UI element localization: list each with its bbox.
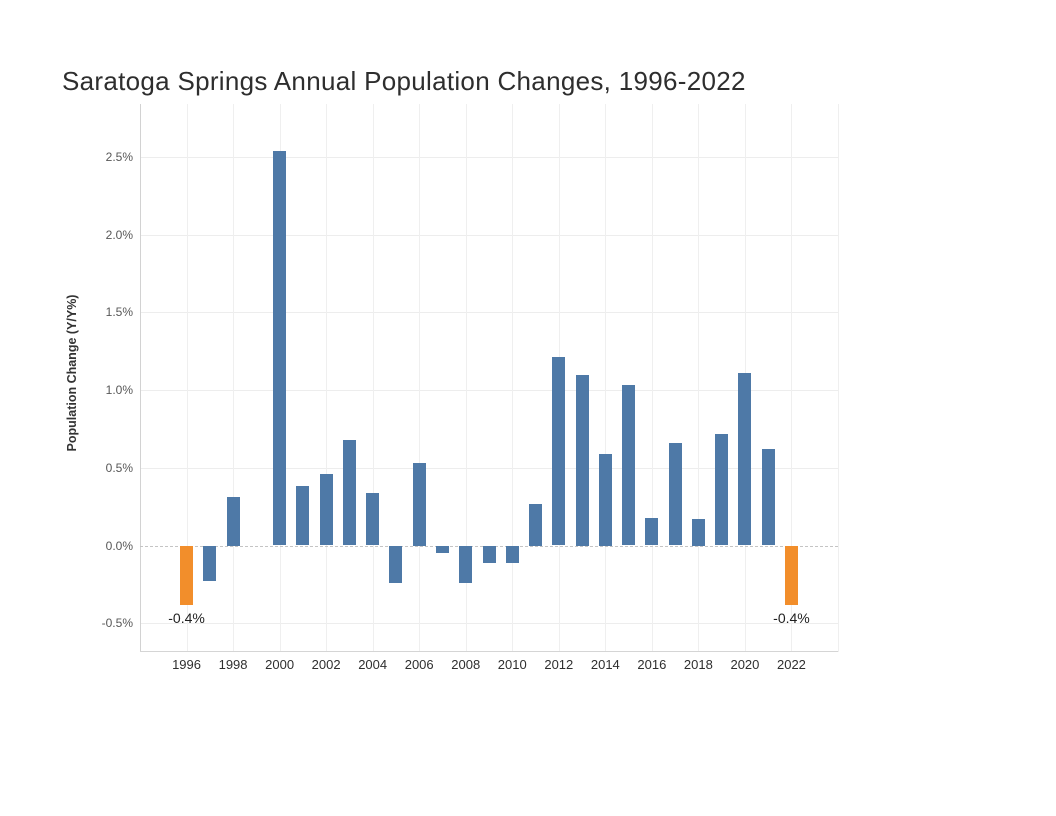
bar-2004[interactable] [366, 492, 380, 546]
gridline-vertical [233, 104, 235, 652]
x-tick-label: 2006 [404, 657, 434, 672]
gridline-vertical [605, 104, 607, 652]
gridline-vertical [326, 104, 328, 652]
bar-2021[interactable] [761, 449, 775, 546]
x-tick-label: 2010 [497, 657, 527, 672]
gridline-horizontal [140, 156, 838, 158]
gridline-vertical [791, 104, 793, 652]
bar-2003[interactable] [342, 439, 356, 546]
x-tick-label: 2016 [637, 657, 667, 672]
gridline-vertical [698, 104, 700, 652]
bar-2015[interactable] [622, 385, 636, 546]
bar-2006[interactable] [412, 463, 426, 546]
bar-2012[interactable] [552, 357, 566, 546]
bar-2018[interactable] [691, 519, 705, 546]
x-tick-label: 2008 [451, 657, 481, 672]
bar-2001[interactable] [296, 486, 310, 546]
bar-2009[interactable] [482, 545, 496, 563]
gridline-vertical [838, 104, 839, 652]
x-tick-label: 1996 [172, 657, 201, 672]
chart-title: Saratoga Springs Annual Population Chang… [62, 66, 746, 96]
bar-label-2022: -0.4% [773, 609, 810, 626]
x-tick-label: 2004 [358, 657, 388, 672]
x-axis-line [140, 651, 838, 652]
plot-area: -0.4% -0.4% [140, 104, 839, 652]
gridline-vertical [372, 104, 374, 652]
y-tick-label: -0.5% [101, 616, 133, 631]
bar-2017[interactable] [668, 442, 682, 546]
bar-1996[interactable] [180, 545, 194, 605]
gridline-vertical [419, 104, 421, 652]
bar-2010[interactable] [505, 545, 519, 563]
bar-2016[interactable] [645, 517, 659, 546]
bar-2022[interactable] [784, 545, 798, 605]
y-tick-label: 0.5% [105, 460, 133, 475]
gridline-vertical [465, 104, 467, 652]
gridline-horizontal [140, 234, 838, 236]
gridline-horizontal [140, 623, 838, 625]
bar-2019[interactable] [715, 433, 729, 546]
bar-2002[interactable] [319, 473, 333, 546]
bar-1997[interactable] [203, 545, 217, 582]
gridline-vertical [512, 104, 514, 652]
x-tick-label: 2000 [265, 657, 295, 672]
bar-2014[interactable] [598, 453, 612, 546]
y-tick-label: 1.0% [105, 383, 133, 398]
bar-2020[interactable] [738, 372, 752, 546]
y-axis-line [140, 104, 141, 652]
x-tick-label: 2002 [311, 657, 341, 672]
x-tick-label: 1998 [218, 657, 248, 672]
gridline-horizontal [140, 390, 838, 392]
bar-2000[interactable] [273, 150, 287, 546]
gridline-vertical [651, 104, 653, 652]
x-tick-label: 2012 [544, 657, 574, 672]
bar-1998[interactable] [226, 497, 240, 546]
gridline-horizontal [140, 467, 838, 469]
bar-2013[interactable] [575, 374, 589, 546]
bar-2007[interactable] [435, 545, 449, 554]
y-tick-label: 1.5% [105, 305, 133, 320]
x-tick-label: 2020 [730, 657, 760, 672]
bar-label-1996: -0.4% [168, 609, 205, 626]
bar-2008[interactable] [459, 545, 473, 583]
bar-2011[interactable] [529, 503, 543, 546]
bar-2005[interactable] [389, 545, 403, 583]
y-tick-label: 0.0% [105, 538, 133, 553]
x-tick-label: 2022 [776, 657, 806, 672]
x-tick-label: 2014 [590, 657, 620, 672]
y-tick-label: 2.0% [105, 227, 133, 242]
y-tick-label: 2.5% [105, 149, 133, 164]
x-tick-label: 2018 [683, 657, 713, 672]
gridline-vertical [186, 104, 188, 652]
gridline-horizontal [140, 312, 838, 314]
